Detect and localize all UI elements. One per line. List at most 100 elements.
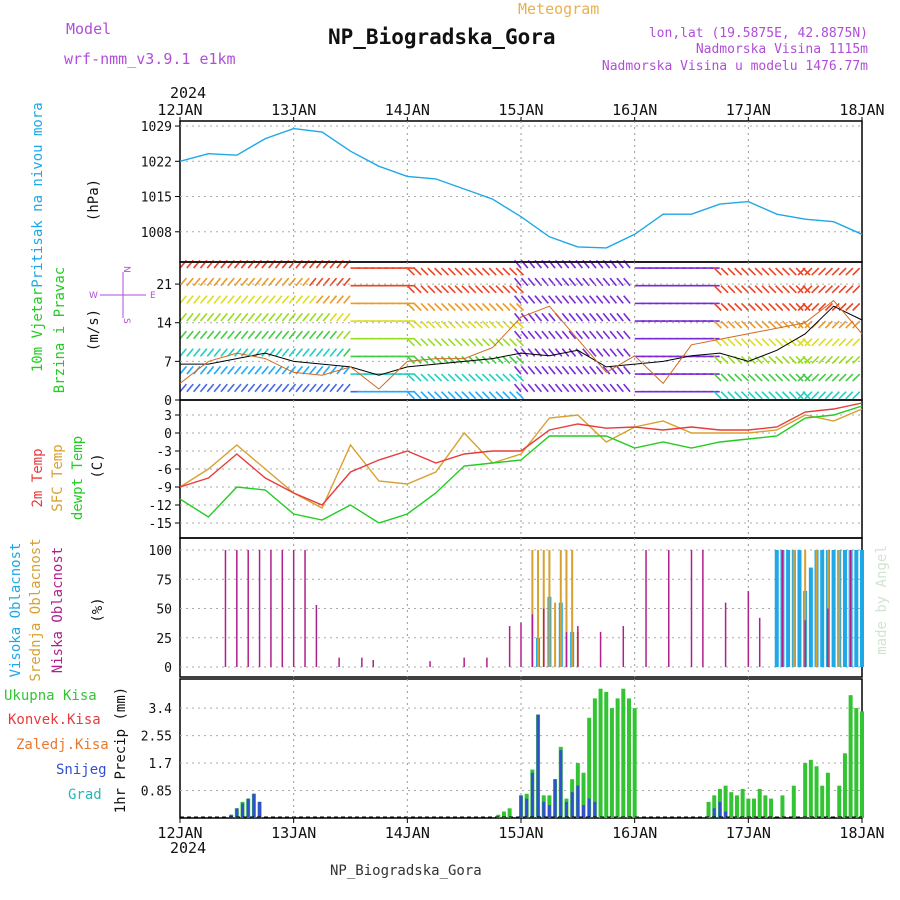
wind-barb xyxy=(343,383,351,393)
wind-barb xyxy=(488,267,497,276)
wind-barb xyxy=(609,312,618,322)
wind-barb xyxy=(406,338,415,347)
wind-barb xyxy=(199,312,208,322)
wind-barb xyxy=(831,320,840,329)
wind-barb xyxy=(288,295,297,304)
wind-barb xyxy=(295,330,304,340)
wind-barb xyxy=(554,365,563,375)
wind-barb xyxy=(554,277,563,287)
cloud-bar-mid xyxy=(559,550,562,667)
cloud-bar-low xyxy=(281,550,284,667)
y-tick-label: -9 xyxy=(156,481,172,496)
wind-barb xyxy=(322,312,331,322)
wind-barb xyxy=(206,295,215,304)
cloud-bar-low xyxy=(338,657,340,667)
wind-barb xyxy=(336,312,344,322)
wind-barb xyxy=(595,383,604,393)
wind-barb xyxy=(740,302,750,312)
wind-barb xyxy=(515,338,525,347)
wind-barb xyxy=(534,277,543,287)
legend-convective: Konvek.Kisa xyxy=(8,712,101,728)
chart-type-label: Meteogram xyxy=(518,0,599,18)
wind-barb xyxy=(623,348,631,357)
cloud-bar-high xyxy=(774,550,779,667)
wind-barb xyxy=(513,365,522,375)
wind-barb xyxy=(481,391,490,400)
wind-barb xyxy=(804,338,813,347)
wind-barb xyxy=(213,330,222,340)
wind-barb xyxy=(447,320,456,329)
wind-barb xyxy=(818,355,827,365)
wind-barb xyxy=(268,348,276,357)
wind-barb xyxy=(575,383,583,393)
cloud-bar-low xyxy=(247,550,249,667)
wind-barb xyxy=(588,365,597,375)
wind-barb xyxy=(509,373,518,382)
wind-barb xyxy=(179,330,188,340)
cloud-bar-low xyxy=(849,550,852,667)
wind-barb xyxy=(845,373,854,382)
wind-barb xyxy=(623,330,631,340)
wind-barb xyxy=(616,330,624,340)
wind-barb xyxy=(413,285,422,294)
wind-barb xyxy=(768,338,777,347)
wind-barb xyxy=(582,277,590,287)
wind-barb xyxy=(582,348,590,357)
wind-barb xyxy=(575,365,583,375)
wind-barb xyxy=(427,302,436,312)
wind-barb xyxy=(288,330,297,340)
wind-barb xyxy=(502,391,511,400)
wind-barb xyxy=(795,285,804,294)
wind-barb xyxy=(797,285,806,294)
wind-barb xyxy=(797,302,806,312)
wind-barb xyxy=(495,285,504,294)
wind-barb xyxy=(541,312,549,322)
wind-barb xyxy=(315,365,324,375)
wind-barb xyxy=(781,338,791,347)
wind-barb xyxy=(527,383,536,393)
x-tick-label-top: 13JAN xyxy=(271,101,316,119)
cloud-ylabel-high: Visoka Oblacnost xyxy=(8,543,24,678)
wind-barb xyxy=(199,348,208,357)
wind-barb xyxy=(747,267,756,276)
wind-barb xyxy=(568,383,577,393)
x-tick-labels-top: 12JAN 13JAN 14JAN 15JAN 16JAN 17JAN 18JAN xyxy=(157,101,885,122)
wind-barb xyxy=(322,277,331,287)
legend-freezing: Zaledj.Kisa xyxy=(16,737,109,753)
wind-barb xyxy=(541,383,549,393)
wind-barb xyxy=(561,330,570,340)
cloud-bar-low xyxy=(758,617,761,667)
precip-bar-total xyxy=(496,814,501,818)
precip-bar-total xyxy=(598,688,603,818)
wind-barb xyxy=(515,302,525,312)
wind-barb xyxy=(329,277,338,287)
cloud-bar-low xyxy=(520,622,522,667)
wind-barb xyxy=(754,355,763,365)
wind-barb xyxy=(199,383,208,393)
wind-barb xyxy=(254,330,263,340)
cloud-bar-low xyxy=(781,550,784,667)
wind-barb xyxy=(561,312,570,322)
wind-barb xyxy=(261,348,269,357)
cloud-bar-low xyxy=(236,550,238,667)
cloud-bar-mid xyxy=(565,550,568,667)
wind-barb xyxy=(308,330,317,340)
wind-barb xyxy=(515,373,525,382)
cloud-bar-low xyxy=(270,550,272,667)
wind-barb xyxy=(502,373,511,382)
wind-barb xyxy=(775,338,784,347)
precip-bar-total xyxy=(632,708,637,818)
wind-barb xyxy=(761,285,770,294)
wind-barb xyxy=(554,295,563,304)
precip-bar-snow xyxy=(564,801,568,818)
temp-ylabel-2m: 2m Temp xyxy=(30,448,46,507)
cloud-unit: (%) xyxy=(90,597,106,622)
y-tick-label: -15 xyxy=(149,517,172,532)
wind-barb xyxy=(308,383,317,393)
wind-barb xyxy=(582,383,590,393)
wind-barb xyxy=(420,285,429,294)
wind-barb xyxy=(461,391,470,400)
wind-barb xyxy=(852,338,861,347)
wind-barb xyxy=(447,285,456,294)
wind-barb xyxy=(179,295,188,304)
